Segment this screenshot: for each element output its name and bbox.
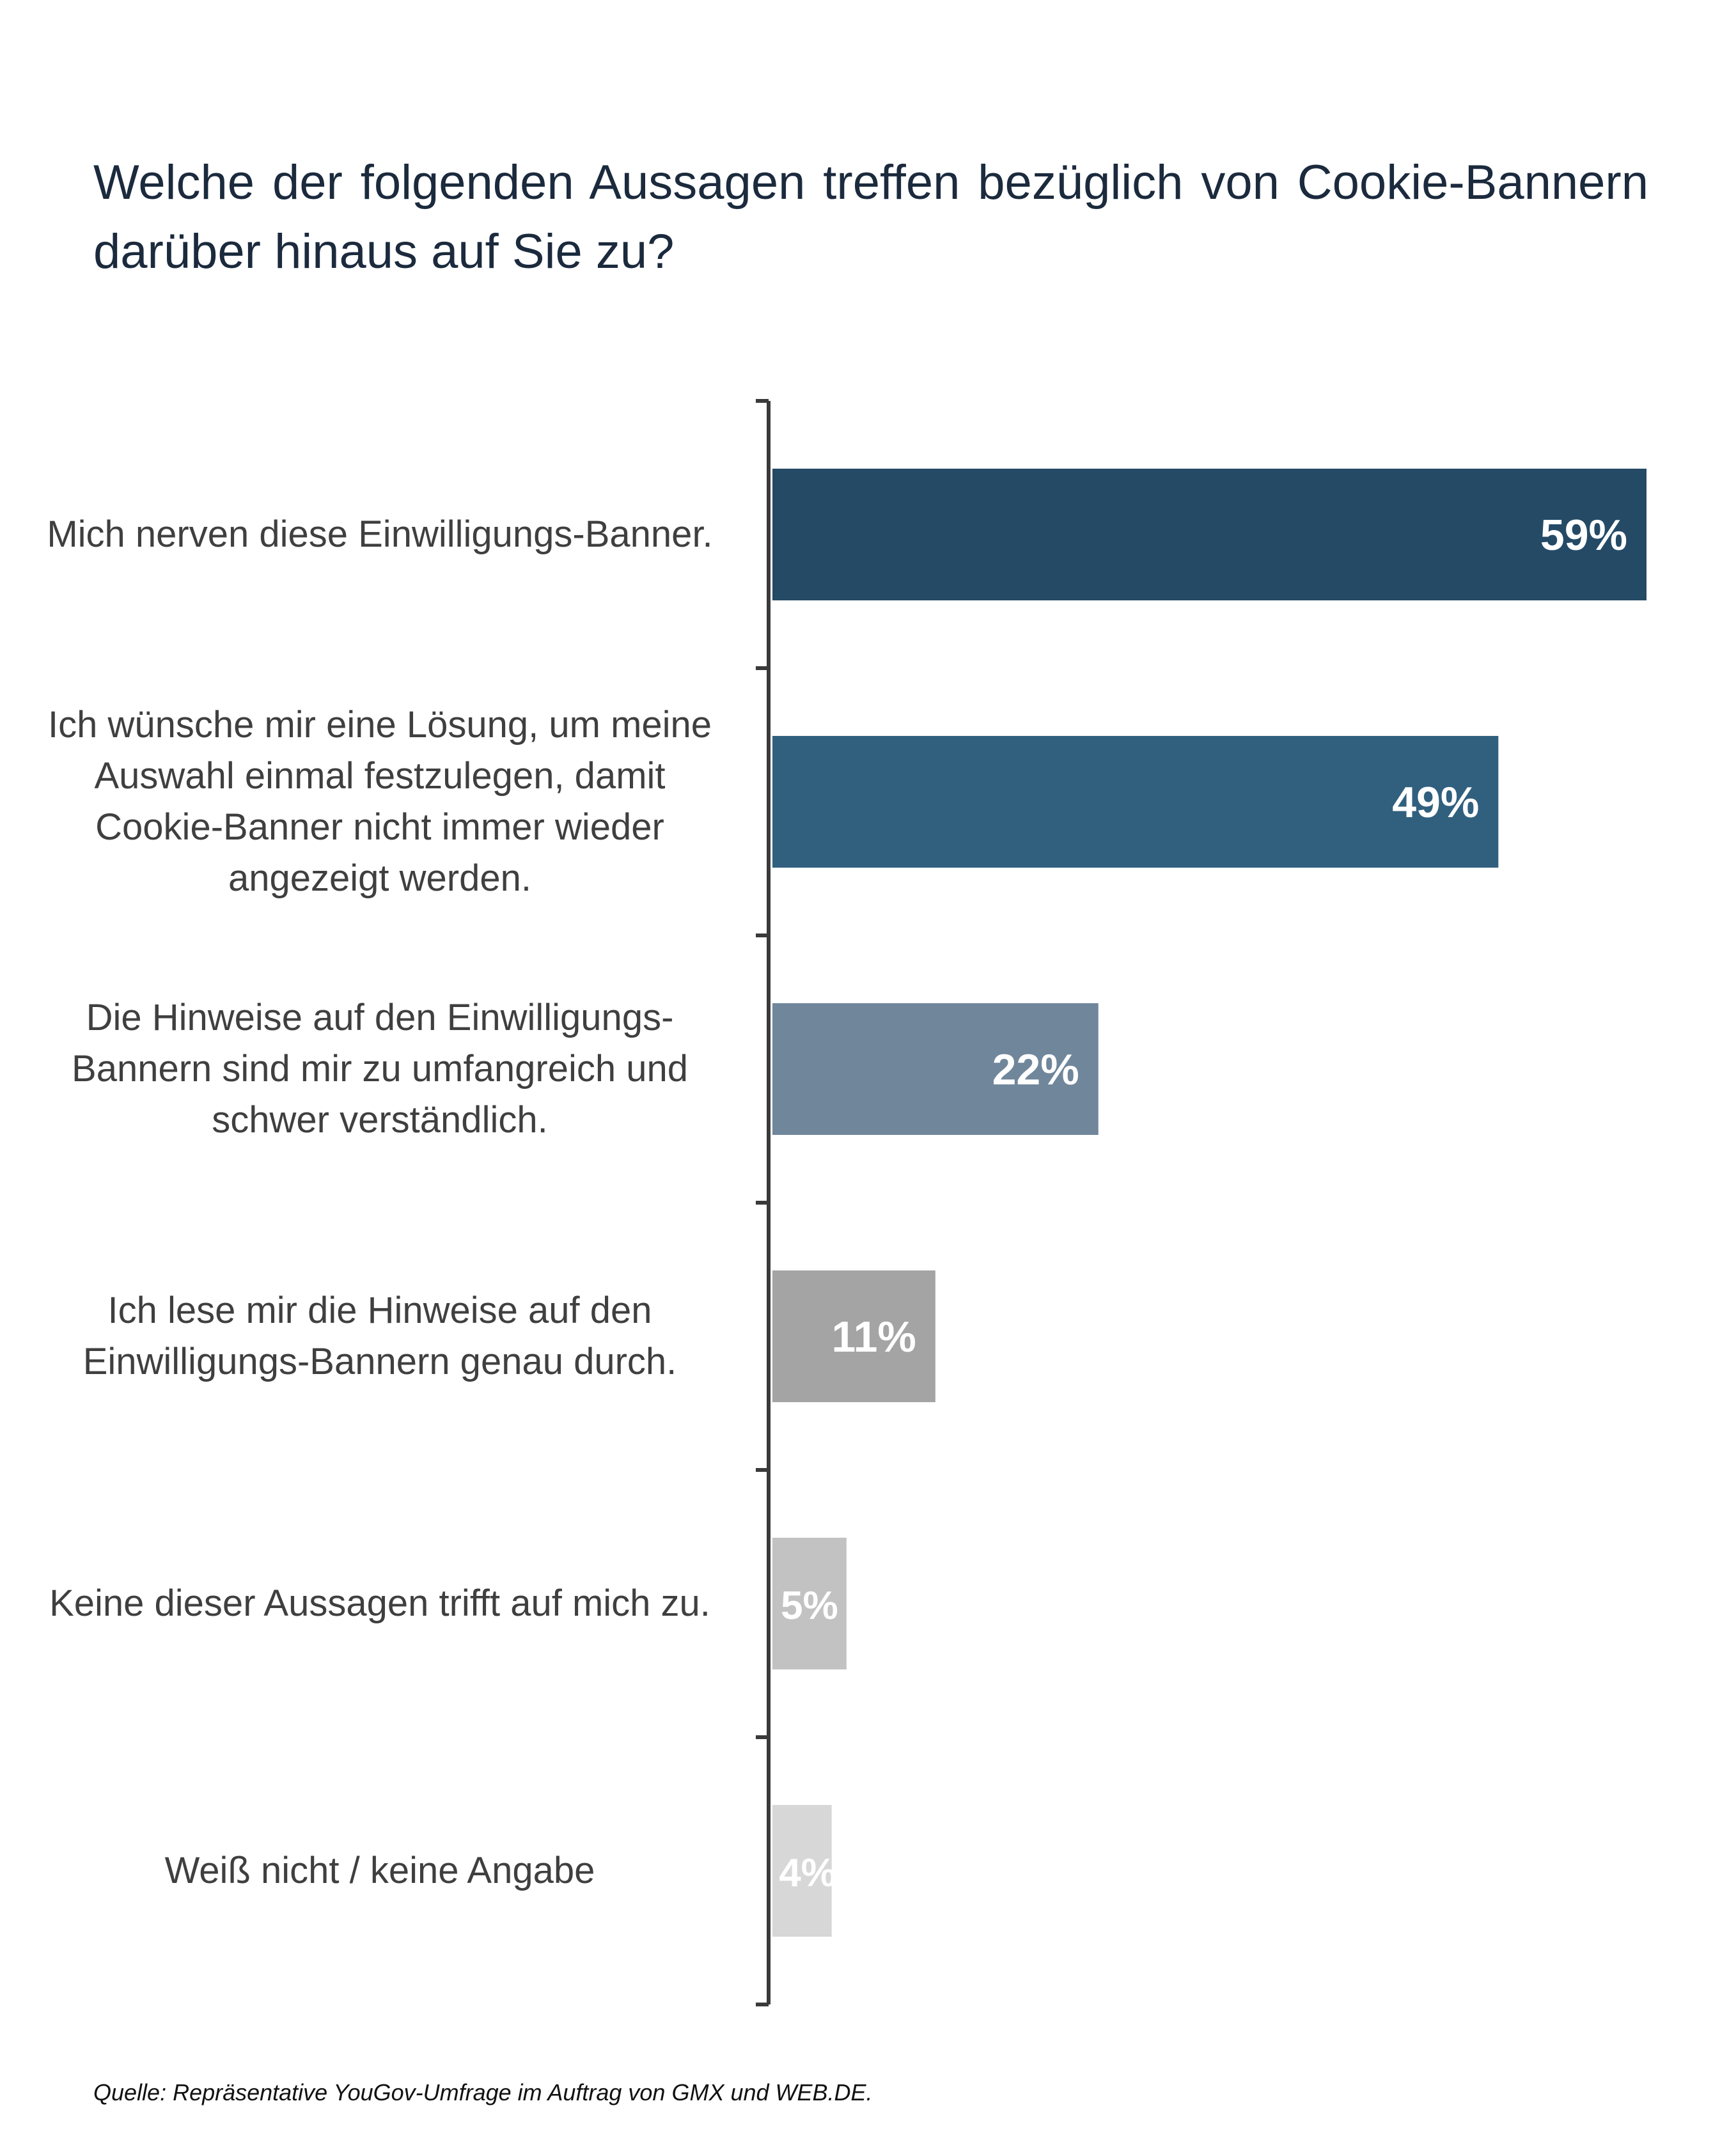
bar-value-label: 49% xyxy=(1392,778,1479,827)
bar-value-label: 22% xyxy=(992,1045,1079,1094)
source-note: Quelle: Repräsentative YouGov-Umfrage im… xyxy=(93,2079,873,2105)
bar xyxy=(772,1270,935,1402)
category-label: Keine dieser Aussagen trifft auf mich zu… xyxy=(49,1582,710,1624)
bar xyxy=(772,1805,832,1937)
category-label: Ich wünsche mir eine Lösung, um meine Au… xyxy=(47,704,712,899)
category-label: Weiß nicht / keine Angabe xyxy=(164,1850,595,1891)
bar-value-label: 59% xyxy=(1540,511,1627,559)
bar xyxy=(772,736,1499,868)
bar xyxy=(772,1538,847,1669)
bar-value-label: 11% xyxy=(832,1313,916,1361)
category-label: Mich nerven diese Einwilligungs-Banner. xyxy=(47,513,713,555)
bar xyxy=(772,469,1647,600)
page-title: Welche der folgenden Aussagen treffen be… xyxy=(93,155,1648,279)
bar-value-label: 4% xyxy=(779,1851,836,1895)
bar-value-label: 5% xyxy=(781,1584,838,1628)
category-label: Ich lese mir die Hinweise auf den Einwil… xyxy=(82,1290,677,1382)
bar xyxy=(772,1003,1099,1135)
category-label: Die Hinweise auf den Einwilligungs-Banne… xyxy=(72,997,688,1141)
